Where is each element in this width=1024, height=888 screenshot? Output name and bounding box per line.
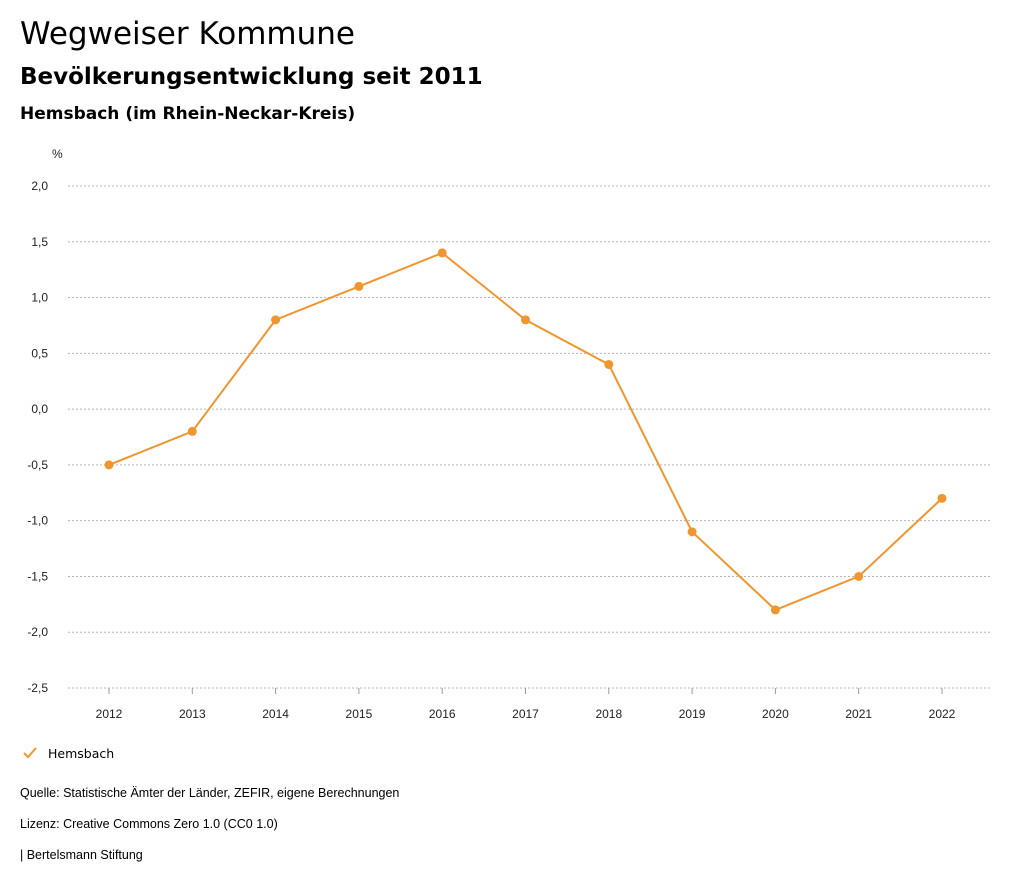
license-note: Lizenz: Creative Commons Zero 1.0 (CC0 1… <box>20 817 278 831</box>
y-tick-label: -1,5 <box>27 569 48 583</box>
data-point <box>354 281 364 291</box>
chart-subtitle: Bevölkerungsentwicklung seit 2011 <box>20 64 483 90</box>
x-tick-label: 2019 <box>679 707 706 721</box>
x-tick-label: 2015 <box>346 707 373 721</box>
y-tick-label: 1,5 <box>31 235 48 249</box>
y-tick-label: -2,0 <box>27 625 48 639</box>
x-tick-label: 2012 <box>96 707 123 721</box>
x-tick-label: 2022 <box>929 707 956 721</box>
x-tick-label: 2013 <box>179 707 206 721</box>
publisher-note: | Bertelsmann Stiftung <box>20 848 143 862</box>
chart-title: Wegweiser Kommune <box>20 16 355 52</box>
legend-label: Hemsbach <box>48 745 115 761</box>
line-chart: % 2,0 1,5 1,0 0,5 0,0 -0,5 -1,0 -1,5 -2,0 -2,5 2012… <box>27 147 990 721</box>
x-tick-label: 2018 <box>595 707 622 721</box>
y-tick-label: -1,0 <box>27 514 48 528</box>
region-label: Hemsbach (im Rhein-Neckar-Kreis) <box>20 104 356 124</box>
data-point <box>271 315 281 325</box>
x-tick-label: 2021 <box>845 707 872 721</box>
data-point <box>770 605 780 615</box>
source-note: Quelle: Statistische Ämter der Länder, Z… <box>20 786 400 800</box>
check-icon <box>23 747 37 759</box>
data-point <box>687 527 697 537</box>
data-point <box>854 571 864 581</box>
series-line <box>108 251 943 612</box>
data-point <box>521 315 530 325</box>
data-point <box>937 493 947 503</box>
x-tick-label: 2014 <box>262 707 289 721</box>
x-tick-label: 2017 <box>512 707 539 721</box>
y-tick-label: -0,5 <box>27 458 48 472</box>
data-point <box>104 460 114 470</box>
y-tick-label: 0,0 <box>31 402 48 416</box>
x-tick-label: 2016 <box>429 707 456 721</box>
y-tick-label: 2,0 <box>31 179 48 193</box>
y-tick-label: -2,5 <box>27 681 48 695</box>
data-point <box>187 426 197 436</box>
y-axis-unit: % <box>52 147 63 161</box>
data-point <box>604 359 614 369</box>
legend[interactable]: Hemsbach <box>22 745 114 761</box>
y-tick-label: 0,5 <box>31 346 48 360</box>
y-tick-label: 1,0 <box>31 291 48 305</box>
data-point <box>437 248 447 258</box>
x-tick-label: 2020 <box>762 707 789 721</box>
